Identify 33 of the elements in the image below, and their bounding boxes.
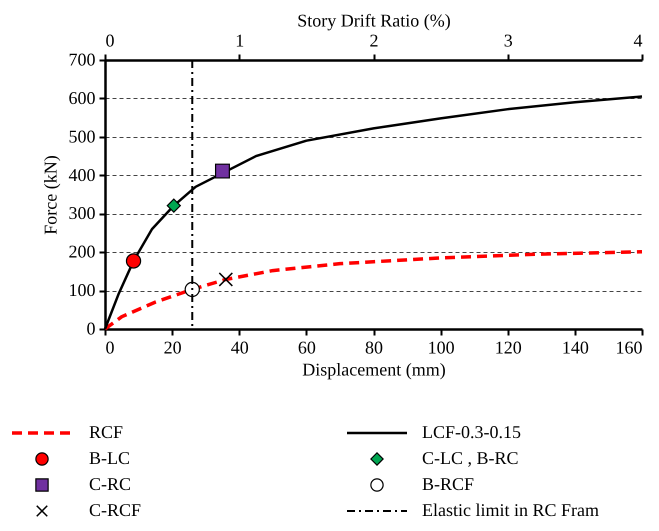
x-tick-label: 140 — [562, 338, 589, 358]
legend-label: Elastic limit in RC Fram — [422, 500, 599, 520]
y-tick-label: 0 — [86, 318, 96, 338]
legend-label: C-LC , B-RC — [422, 448, 519, 468]
y-tick-label: 300 — [68, 203, 96, 224]
y-tick-label: 400 — [68, 164, 96, 185]
x-tick-label: 0 — [106, 338, 114, 358]
legend-label: B-RCF — [422, 474, 474, 494]
legend-label: C-RCF — [89, 500, 142, 520]
x-tick-label: 100 — [428, 338, 455, 358]
legend-label: B-LC — [89, 448, 130, 468]
x2-tick-label: 1 — [235, 30, 244, 50]
x-tick-label: 160 — [616, 338, 642, 358]
y-tick-label: 700 — [68, 50, 96, 70]
x2-tick-label: 4 — [634, 30, 642, 50]
y-tick-label: 200 — [68, 242, 96, 262]
x2-tick-label: 3 — [504, 30, 513, 50]
legend-label: LCF-0.3-0.15 — [422, 422, 521, 442]
y-tick-label: 500 — [68, 126, 96, 146]
x-tick-label: 20 — [164, 338, 182, 358]
legend-label: C-RC — [89, 474, 132, 494]
x-tick-label: 40 — [230, 338, 249, 358]
x-tick-label: 80 — [365, 338, 383, 358]
x2-tick-label: 2 — [370, 30, 378, 50]
x-axis-title: Displacement (mm) — [302, 360, 446, 380]
y-tick-label: 100 — [68, 280, 96, 300]
y-axis-title: Force (kN) — [40, 155, 60, 235]
x2-tick-label: 0 — [106, 30, 114, 50]
legend-label: RCF — [89, 422, 124, 442]
x-tick-label: 120 — [494, 338, 522, 358]
x-tick-label: 60 — [298, 338, 316, 358]
x2-axis-title: Story Drift Ratio (%) — [297, 10, 451, 30]
y-tick-label: 600 — [68, 88, 96, 108]
